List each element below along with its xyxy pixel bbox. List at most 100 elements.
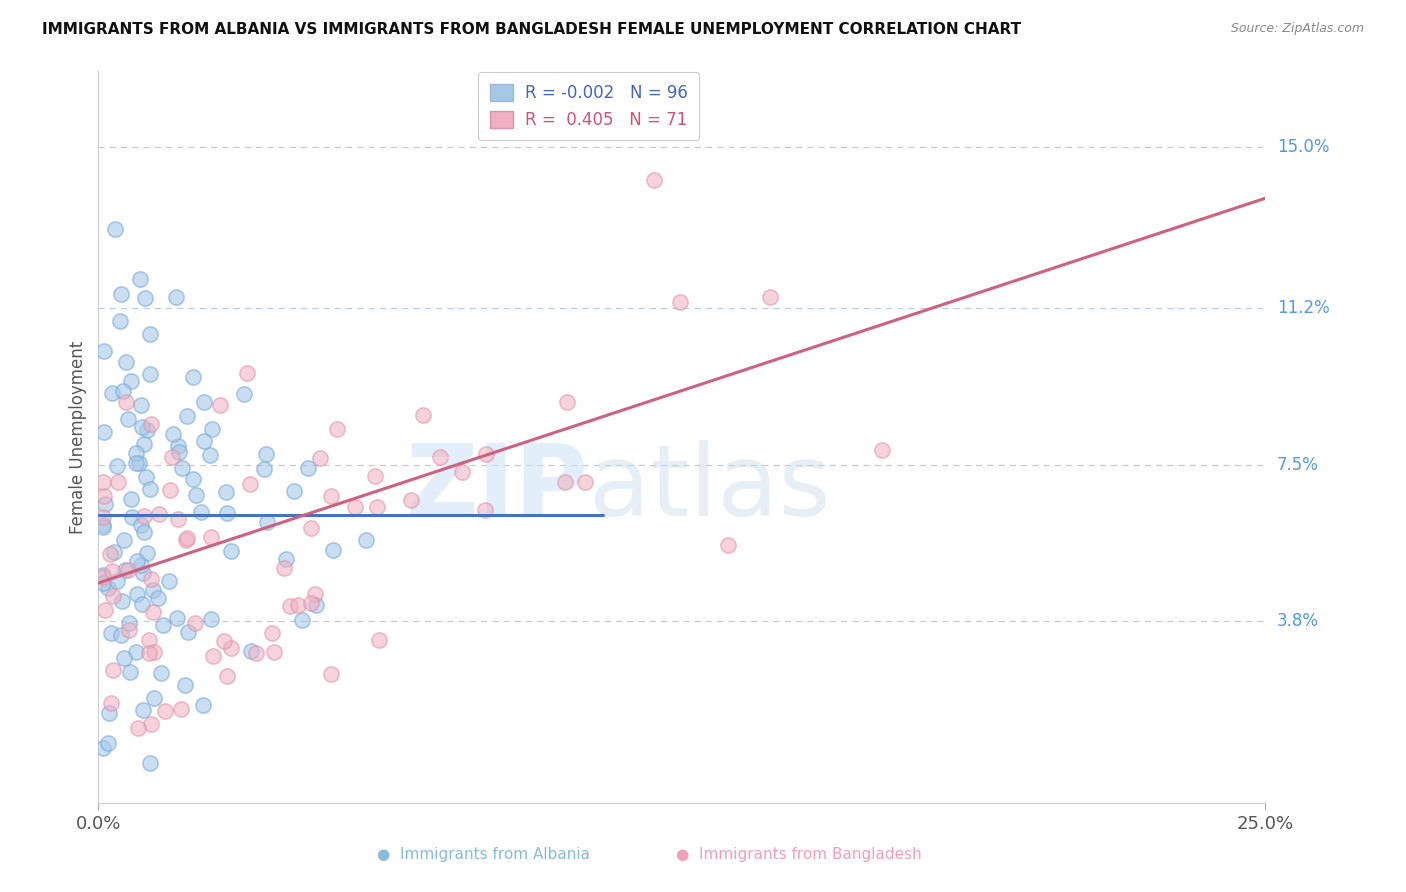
Point — [200, 612, 222, 626]
Text: 7.5%: 7.5% — [1277, 456, 1319, 474]
Point — [574, 475, 596, 490]
Point — [253, 462, 276, 476]
Point — [121, 509, 143, 524]
Point — [125, 446, 148, 460]
Point — [101, 386, 124, 401]
Legend: R = -0.002   N = 96, R =  0.405   N = 71: R = -0.002 N = 96, R = 0.405 N = 71 — [478, 72, 699, 140]
Point — [127, 721, 149, 735]
Point — [128, 456, 150, 470]
Point — [167, 512, 190, 526]
Point — [309, 451, 332, 466]
Y-axis label: Female Unemployment: Female Unemployment — [69, 341, 87, 533]
Text: IMMIGRANTS FROM ALBANIA VS IMMIGRANTS FROM BANGLADESH FEMALE UNEMPLOYMENT CORREL: IMMIGRANTS FROM ALBANIA VS IMMIGRANTS FR… — [42, 22, 1021, 37]
Point — [429, 450, 451, 464]
Point — [91, 509, 114, 524]
Text: atlas: atlas — [589, 440, 830, 537]
Point — [134, 291, 156, 305]
Point — [166, 611, 188, 625]
Point — [217, 669, 239, 683]
Point — [107, 475, 129, 489]
Point — [278, 599, 301, 613]
Point — [103, 545, 125, 559]
Point — [91, 740, 114, 755]
Point — [283, 483, 305, 498]
Point — [139, 482, 162, 496]
Point — [401, 493, 423, 508]
Point — [91, 570, 114, 584]
Point — [366, 500, 388, 514]
Point — [198, 448, 221, 462]
Point — [412, 408, 434, 422]
Point — [215, 485, 238, 500]
Point — [299, 596, 322, 610]
Point — [97, 581, 120, 595]
Point — [326, 422, 349, 436]
Point — [115, 395, 138, 409]
Point — [101, 589, 124, 603]
Point — [201, 422, 224, 436]
Point — [174, 678, 197, 692]
Point — [105, 458, 128, 473]
Point — [167, 445, 190, 459]
Point — [319, 666, 342, 681]
Point — [91, 475, 114, 489]
Point — [368, 632, 391, 647]
Text: ●  Immigrants from Albania: ● Immigrants from Albania — [377, 847, 591, 862]
Point — [474, 503, 496, 517]
Point — [105, 574, 128, 588]
Text: 15.0%: 15.0% — [1277, 138, 1330, 156]
Point — [93, 489, 115, 503]
Point — [142, 605, 165, 619]
Point — [305, 599, 328, 613]
Point — [239, 477, 262, 491]
Point — [131, 517, 153, 532]
Point — [91, 520, 114, 534]
Text: Source: ZipAtlas.com: Source: ZipAtlas.com — [1230, 22, 1364, 36]
Point — [214, 634, 236, 648]
Point — [100, 626, 122, 640]
Point — [136, 423, 159, 437]
Point — [167, 439, 190, 453]
Point — [174, 533, 197, 547]
Point — [240, 644, 263, 658]
Point — [127, 554, 149, 568]
Point — [170, 702, 193, 716]
Point — [450, 465, 472, 479]
Point — [139, 572, 162, 586]
Point — [110, 286, 132, 301]
Point — [139, 417, 162, 431]
Text: ZIP: ZIP — [406, 440, 589, 537]
Point — [184, 488, 207, 502]
Point — [125, 645, 148, 659]
Point — [364, 469, 387, 483]
Point — [131, 597, 153, 611]
Point — [112, 650, 135, 665]
Point — [136, 546, 159, 560]
Point — [120, 375, 142, 389]
Point — [221, 641, 243, 656]
Point — [273, 561, 295, 575]
Point — [354, 533, 377, 548]
Point — [112, 384, 135, 398]
Point — [110, 314, 132, 328]
Point — [555, 394, 578, 409]
Point — [475, 446, 498, 460]
Point — [118, 624, 141, 638]
Point — [159, 483, 181, 497]
Point — [93, 425, 115, 440]
Point — [101, 663, 124, 677]
Point — [219, 544, 242, 558]
Point — [120, 665, 142, 679]
Point — [146, 591, 169, 605]
Point — [643, 173, 665, 187]
Point — [299, 521, 322, 535]
Point — [143, 691, 166, 706]
Point — [97, 706, 120, 720]
Point — [139, 756, 162, 770]
Point — [111, 593, 134, 607]
Point — [94, 603, 117, 617]
Point — [138, 646, 160, 660]
Point — [100, 565, 122, 579]
Point — [181, 472, 204, 486]
Point — [176, 409, 198, 424]
